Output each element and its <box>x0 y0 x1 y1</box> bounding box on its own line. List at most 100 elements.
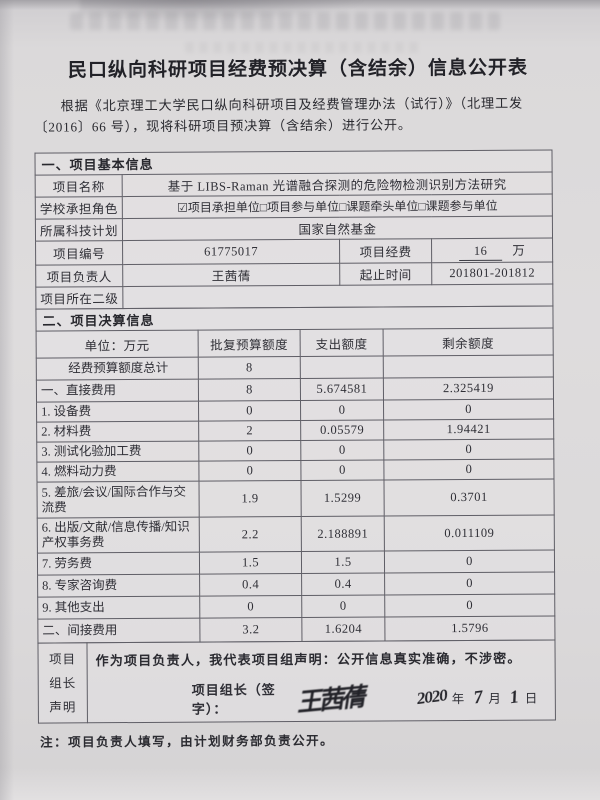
scan-smudge <box>80 0 380 24</box>
item-cell: 4. 燃料动力费 <box>36 461 199 483</box>
declaration-label: 项目 组长 声明 <box>37 642 88 724</box>
item-cell: 8. 专家咨询费 <box>37 574 200 598</box>
spent-cell <box>300 355 384 379</box>
spent-cell: 1.5299 <box>300 479 385 517</box>
project-code-row: 项目编号 61775017 项目经费 16 万 <box>35 237 553 266</box>
project-name-label: 项目名称 <box>35 174 123 198</box>
handwritten-day: 1 <box>508 685 521 707</box>
budget-amount: 16 <box>458 243 503 262</box>
item-cell: 1. 设备费 <box>36 401 199 423</box>
remaining-cell: 0 <box>383 438 554 460</box>
spent-cell: 0 <box>301 594 385 618</box>
spent-cell: 2.188891 <box>301 515 385 552</box>
spent-cell: 1.5 <box>301 550 385 574</box>
budget-row: 一、直接费用 8 5.674581 2.325419 <box>36 376 554 403</box>
remaining-cell: 2.325419 <box>383 376 554 400</box>
item-cell: 7. 劳务费 <box>37 552 200 576</box>
remaining-cell: 1.5796 <box>384 615 555 641</box>
spent-cell: 5.674581 <box>300 377 384 401</box>
intro-paragraph: 根据《北京理工大学民口纵向科研项目及经费管理办法（试行）》（北理工发 〔2016… <box>34 92 560 137</box>
budget-row: 7. 劳务费 1.5 1.5 0 <box>37 549 555 576</box>
spent-cell: 0 <box>300 399 384 421</box>
project-leader-label: 项目负责人 <box>35 264 123 288</box>
remaining-cell: 0.3701 <box>383 478 555 516</box>
item-cell: 一、直接费用 <box>36 379 199 403</box>
program-label: 所属科技计划 <box>35 218 123 242</box>
remaining-cell <box>383 354 554 378</box>
declaration-row: 项目 组长 声明 作为项目负责人，我代表项目组声明：公开信息真实准确，不涉密。 … <box>37 639 556 724</box>
declaration-body: 作为项目负责人，我代表项目组声明：公开信息真实准确，不涉密。 项目组长（签字）：… <box>86 639 556 723</box>
project-name-value: 基于 LIBS-Raman 光谱融合探测的危险物检测识别方法研究 <box>122 171 553 197</box>
department-label: 项目所在二级 <box>35 286 123 310</box>
declaration-label-line: 组长 <box>49 675 77 691</box>
spent-cell: 1.6204 <box>301 616 385 642</box>
declaration-table: 项目 组长 声明 作为项目负责人，我代表项目组声明：公开信息真实准确，不涉密。 … <box>37 639 556 724</box>
signature-row: 项目组长（签字）： 王茜蒨 2020 年 7 月 1 日 <box>96 677 547 718</box>
section2-header-row: 二、项目决算信息 <box>35 305 554 332</box>
school-role-row: 学校承担角色 ☑项目承担单位□项目参与单位□课题牵头单位□课题参与单位 <box>35 193 553 220</box>
approved-cell: 2.2 <box>199 516 302 553</box>
project-budget-label: 项目经费 <box>339 238 432 264</box>
budget-row: 6. 出版/文献/信息传播/知识产权事务费 2.2 2.188891 0.011… <box>37 514 555 554</box>
project-budget-value: 16 万 <box>431 237 553 263</box>
remaining-cell: 0.011109 <box>384 514 555 551</box>
approved-cell: 8 <box>198 378 301 402</box>
project-code-label: 项目编号 <box>35 240 123 266</box>
budget-row: 8. 专家咨询费 0.4 0.4 0 <box>37 571 555 598</box>
approved-cell: 0 <box>198 460 301 482</box>
intro-line: 根据《北京理工大学民口纵向科研项目及经费管理办法（试行）》（北理工发 <box>60 95 524 114</box>
ink-bleedthrough <box>185 42 420 53</box>
remaining-cell: 0 <box>384 571 555 595</box>
settlement-table: 二、项目决算信息 单位：万元 批复预算额度 支出额度 剩余额度 经费预算额度总计… <box>35 305 556 644</box>
item-cell: 3. 测试化验加工费 <box>36 441 199 463</box>
period-label: 起止时间 <box>339 262 432 286</box>
year-unit: 年 <box>451 691 465 706</box>
column-header-row: 单位：万元 批复预算额度 支出额度 剩余额度 <box>36 327 554 359</box>
item-cell: 二、间接费用 <box>37 618 200 644</box>
program-value: 国家自然基金 <box>122 215 553 241</box>
item-cell: 5. 差旅/会议/国际合作与交流费 <box>36 481 200 519</box>
item-cell: 9. 其他支出 <box>37 596 200 620</box>
budget-row: 9. 其他支出 0 0 0 <box>37 593 555 620</box>
remaining-cell: 0 <box>384 593 555 617</box>
spent-cell: 0.05579 <box>300 419 384 441</box>
project-leader-row: 项目负责人 王茜蒨 起止时间 201801-201812 <box>35 261 553 288</box>
handwritten-year: 2020 <box>415 685 448 709</box>
scan-left-shadow <box>0 0 14 800</box>
project-code-value: 61775017 <box>122 239 340 265</box>
month-unit: 月 <box>488 691 502 706</box>
project-name-row: 项目名称 基于 LIBS-Raman 光谱融合探测的危险物检测识别方法研究 <box>35 171 553 198</box>
footnote: 注：项目负责人填写，由计划财务部负责公开。 <box>40 733 335 750</box>
spent-header: 支出额度 <box>300 328 384 357</box>
approved-cell: 8 <box>198 356 301 380</box>
scan-top-shadow <box>0 0 600 10</box>
budget-row: 经费预算额度总计 8 <box>36 354 554 381</box>
remaining-cell: 0 <box>384 549 555 573</box>
approved-cell: 1.5 <box>199 551 302 575</box>
remaining-cell: 1.94421 <box>383 418 554 440</box>
form-body: 一、项目基本信息 项目名称 基于 LIBS-Raman 光谱融合探测的危险物检测… <box>34 149 556 724</box>
period-value: 201801-201812 <box>431 261 553 285</box>
school-role-label: 学校承担角色 <box>35 196 123 220</box>
approved-cell: 3.2 <box>199 617 302 643</box>
section1-header-row: 一、项目基本信息 <box>34 149 553 176</box>
approved-cell: 0 <box>198 400 301 422</box>
item-cell: 2. 材料费 <box>36 421 199 443</box>
item-cell: 经费预算额度总计 <box>36 357 199 381</box>
budget-row: 5. 差旅/会议/国际合作与交流费 1.9 1.5299 0.3701 <box>36 478 555 519</box>
remaining-header: 剩余额度 <box>383 327 554 356</box>
handwritten-month: 7 <box>472 685 485 707</box>
spent-cell: 0 <box>300 459 384 481</box>
ink-bleedthrough <box>70 12 500 30</box>
remaining-cell: 0 <box>383 458 555 480</box>
section1-header: 一、项目基本信息 <box>34 149 553 176</box>
day-unit: 日 <box>524 691 538 706</box>
school-role-checkboxes: ☑项目承担单位□项目参与单位□课题牵头单位□课题参与单位 <box>122 193 553 219</box>
page-title: 民口纵向科研项目经费预决算（含结余）信息公开表 <box>67 57 529 82</box>
program-row: 所属科技计划 国家自然基金 <box>35 215 553 242</box>
section2-header: 二、项目决算信息 <box>35 305 554 332</box>
basic-info-table: 一、项目基本信息 项目名称 基于 LIBS-Raman 光谱融合探测的危险物检测… <box>34 149 554 310</box>
budget-unit: 万 <box>512 243 526 258</box>
